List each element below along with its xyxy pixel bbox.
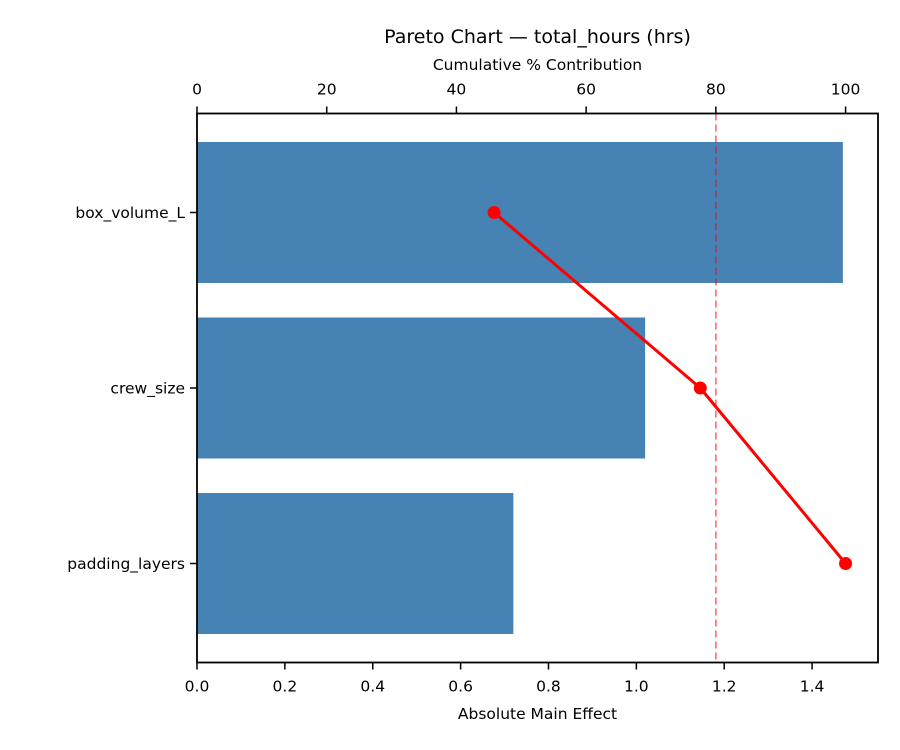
x-axis-label: Absolute Main Effect <box>458 705 617 723</box>
top-tick-label: 60 <box>576 81 596 99</box>
y-tick-label-padding_layers: padding_layers <box>67 555 185 574</box>
top-tick-label: 80 <box>706 81 726 99</box>
top-tick-label: 100 <box>831 81 861 99</box>
cumulative-point-box_volume_L <box>487 206 501 219</box>
x-tick-label: 1.4 <box>800 678 825 696</box>
x-tick-label: 1.2 <box>712 678 737 696</box>
cumulative-line-group <box>487 206 853 570</box>
x-tick-label: 0.6 <box>448 678 473 696</box>
x-tick-label: 0.2 <box>273 678 298 696</box>
chart-title: Pareto Chart — total_hours (hrs) <box>384 26 691 48</box>
cumulative-point-crew_size <box>693 381 707 395</box>
x-tick-label: 1.0 <box>624 678 649 696</box>
bar-crew_size <box>197 317 646 459</box>
cumulative-point-padding_layers <box>839 557 853 570</box>
top-tick-label: 20 <box>317 81 337 99</box>
axes-group: 0 20 40 60 80 100 0.0 0.2 0.4 0.6 0.8 1.0 1.2 1.4 box_… <box>67 81 879 696</box>
x-tick-label: 0.8 <box>536 678 561 696</box>
y-tick-label-box_volume_L: box_volume_L <box>75 204 185 223</box>
bar-box_volume_L <box>197 142 843 283</box>
bar-padding_layers <box>197 493 514 634</box>
top-axis-label: Cumulative % Contribution <box>433 56 642 74</box>
x-tick-label: 0.0 <box>185 678 210 696</box>
x-tick-label: 0.4 <box>360 678 385 696</box>
top-tick-label: 0 <box>192 81 202 99</box>
bars-group <box>197 142 843 634</box>
top-tick-label: 40 <box>447 81 467 99</box>
y-tick-label-crew_size: crew_size <box>110 380 185 399</box>
